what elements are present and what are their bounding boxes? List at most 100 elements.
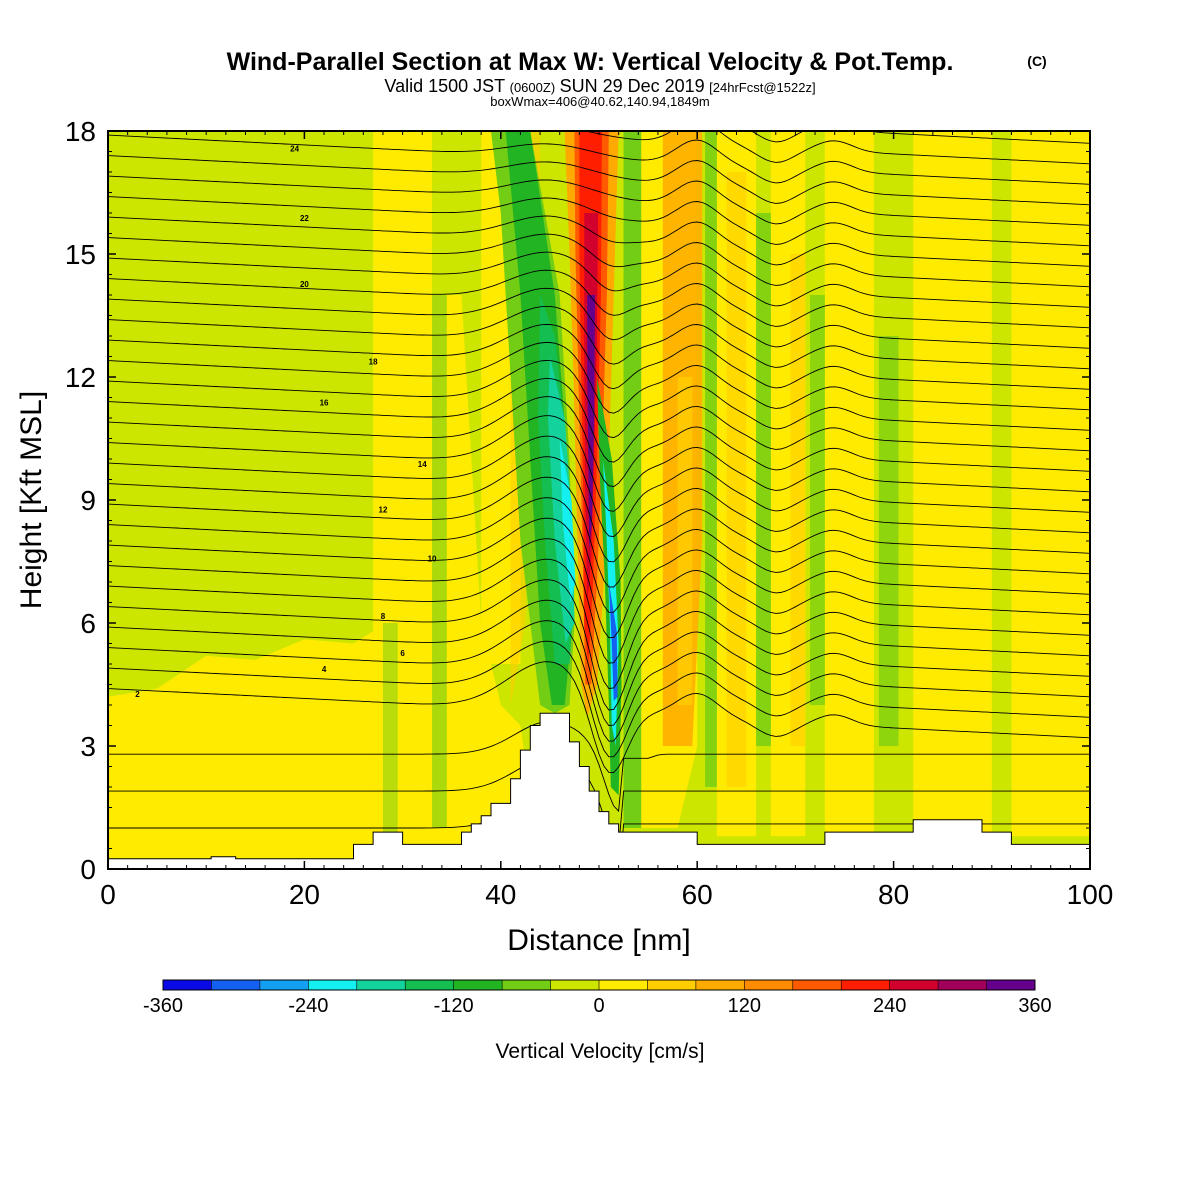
y-tick-label: 15 xyxy=(65,239,96,270)
colorbar-swatch xyxy=(259,980,309,990)
x-tick-label: 60 xyxy=(682,879,713,910)
green-strip-79 xyxy=(878,336,899,746)
green-strip-30 xyxy=(382,623,398,849)
x-tick-label: 20 xyxy=(289,879,320,910)
colorbar-swatch xyxy=(308,980,358,990)
theta-contour xyxy=(108,517,1090,639)
theta-contour xyxy=(108,720,1090,813)
colorbar-swatch xyxy=(163,980,212,990)
colorbar-swatch xyxy=(356,980,406,990)
theta-contour-label: 10 xyxy=(428,555,437,564)
colorbar-swatch xyxy=(550,980,600,990)
colorbar-tick-label: -360 xyxy=(143,995,183,1017)
y-tick-label: 6 xyxy=(80,608,96,639)
y-tick-label: 3 xyxy=(80,731,96,762)
theta-contour xyxy=(108,497,1090,613)
colorbar-swatch xyxy=(889,980,939,990)
colorbar-swatch xyxy=(695,980,745,990)
theta-contour xyxy=(108,538,1090,664)
theta-contour xyxy=(108,435,1090,538)
theta-contour xyxy=(108,415,1090,512)
theta-contour xyxy=(108,579,1090,711)
colorbar-ticks: -360 -240 -120 0 120 240 360 xyxy=(143,995,1052,1017)
colorbar-tick-label: 120 xyxy=(728,995,761,1017)
y-tick-label: 0 xyxy=(80,854,96,885)
colorbar-swatch xyxy=(792,980,842,990)
theta-contour-label: 6 xyxy=(400,649,405,658)
green-strip-34 xyxy=(432,295,447,828)
theta-contour xyxy=(108,599,1090,727)
yellow-band-74 xyxy=(824,131,874,837)
chart-title: Wind-Parallel Section at Max W: Vertical… xyxy=(227,48,954,76)
green-strip-66 xyxy=(756,213,771,746)
theta-contour-label: 4 xyxy=(322,665,327,674)
velocity-field xyxy=(108,131,1090,869)
theta-contour xyxy=(108,251,1090,308)
colorbar-swatch xyxy=(647,980,697,990)
theta-contour xyxy=(750,131,1090,144)
colorbar xyxy=(162,979,1036,991)
y-tick-label: 9 xyxy=(80,485,96,516)
theta-contour xyxy=(108,305,1090,370)
colorbar-swatch xyxy=(211,980,261,990)
theta-contour xyxy=(108,476,1090,588)
theta-contour xyxy=(108,620,1090,742)
x-tick-label: 40 xyxy=(485,879,516,910)
y-tick-label: 18 xyxy=(65,116,96,147)
colorbar-label: Vertical Velocity [cm/s] xyxy=(496,1040,705,1063)
colorbar-swatch xyxy=(502,980,552,990)
theta-contour xyxy=(108,558,1090,689)
theta-contour-label: 12 xyxy=(379,505,388,514)
x-tick-label: 0 xyxy=(100,879,116,910)
theta-contour-label: 22 xyxy=(300,214,309,223)
green-strip-52 xyxy=(623,131,642,828)
chart-subtitle: boxWmax=406@40.62,140.94,1849m xyxy=(490,94,710,109)
yellow-band-94 xyxy=(1011,131,1090,837)
green-strip-72 xyxy=(810,295,825,705)
theta-contour xyxy=(108,640,1090,758)
theta-contour xyxy=(108,378,1090,463)
valid-time-line: Valid 1500 JST (0600Z) SUN 29 Dec 2019 [… xyxy=(384,76,815,96)
gold-band-58 xyxy=(677,377,693,705)
colorbar-swatch xyxy=(453,980,503,990)
theta-contour xyxy=(108,287,1090,349)
x-tick-label: 100 xyxy=(1067,879,1114,910)
colorbar-swatch xyxy=(841,980,891,990)
x-axis: 0 20 40 60 80 100 xyxy=(100,131,1113,910)
theta-contour xyxy=(108,175,1090,226)
theta-contour xyxy=(108,360,1090,439)
x-axis-label: Distance [nm] xyxy=(507,924,690,957)
colorbar-tick-label: -240 xyxy=(288,995,328,1017)
y-axis: 0 3 6 9 12 15 18 xyxy=(65,116,1090,885)
theta-contour xyxy=(108,233,1090,288)
green-strip-61 xyxy=(705,131,717,787)
copyright-mark: (C) xyxy=(1027,53,1046,69)
theta-contour xyxy=(108,134,1090,185)
colorbar-tick-label: -120 xyxy=(434,995,474,1017)
y-tick-label: 12 xyxy=(65,362,96,393)
gold-band-70 xyxy=(790,254,806,746)
theta-contour xyxy=(108,215,1090,267)
theta-contour xyxy=(108,342,1090,414)
y-axis-label: Height [Kft MSL] xyxy=(15,391,48,609)
low-level-yellow-center xyxy=(373,131,541,869)
lee-downdraft-blue xyxy=(608,582,618,701)
colorbar-tick-label: 0 xyxy=(593,995,604,1017)
downdraft-cyan xyxy=(559,438,576,603)
theta-contour xyxy=(108,661,1090,773)
theta-contour-label: 24 xyxy=(290,145,299,154)
theta-contour xyxy=(108,196,1090,247)
x-tick-label: 80 xyxy=(878,879,909,910)
theta-contour-label: 20 xyxy=(300,280,309,289)
theta-contour xyxy=(108,456,1090,563)
colorbar-swatch xyxy=(986,980,1036,990)
colorbar-tick-label: 360 xyxy=(1018,995,1051,1017)
terrain xyxy=(108,712,1090,869)
colorbar-tick-label: 240 xyxy=(873,995,906,1017)
colorbar-swatch xyxy=(599,980,648,990)
theta-contour xyxy=(108,155,1090,206)
colorbar-swatch xyxy=(744,980,794,990)
colorbar-swatch xyxy=(938,980,988,990)
